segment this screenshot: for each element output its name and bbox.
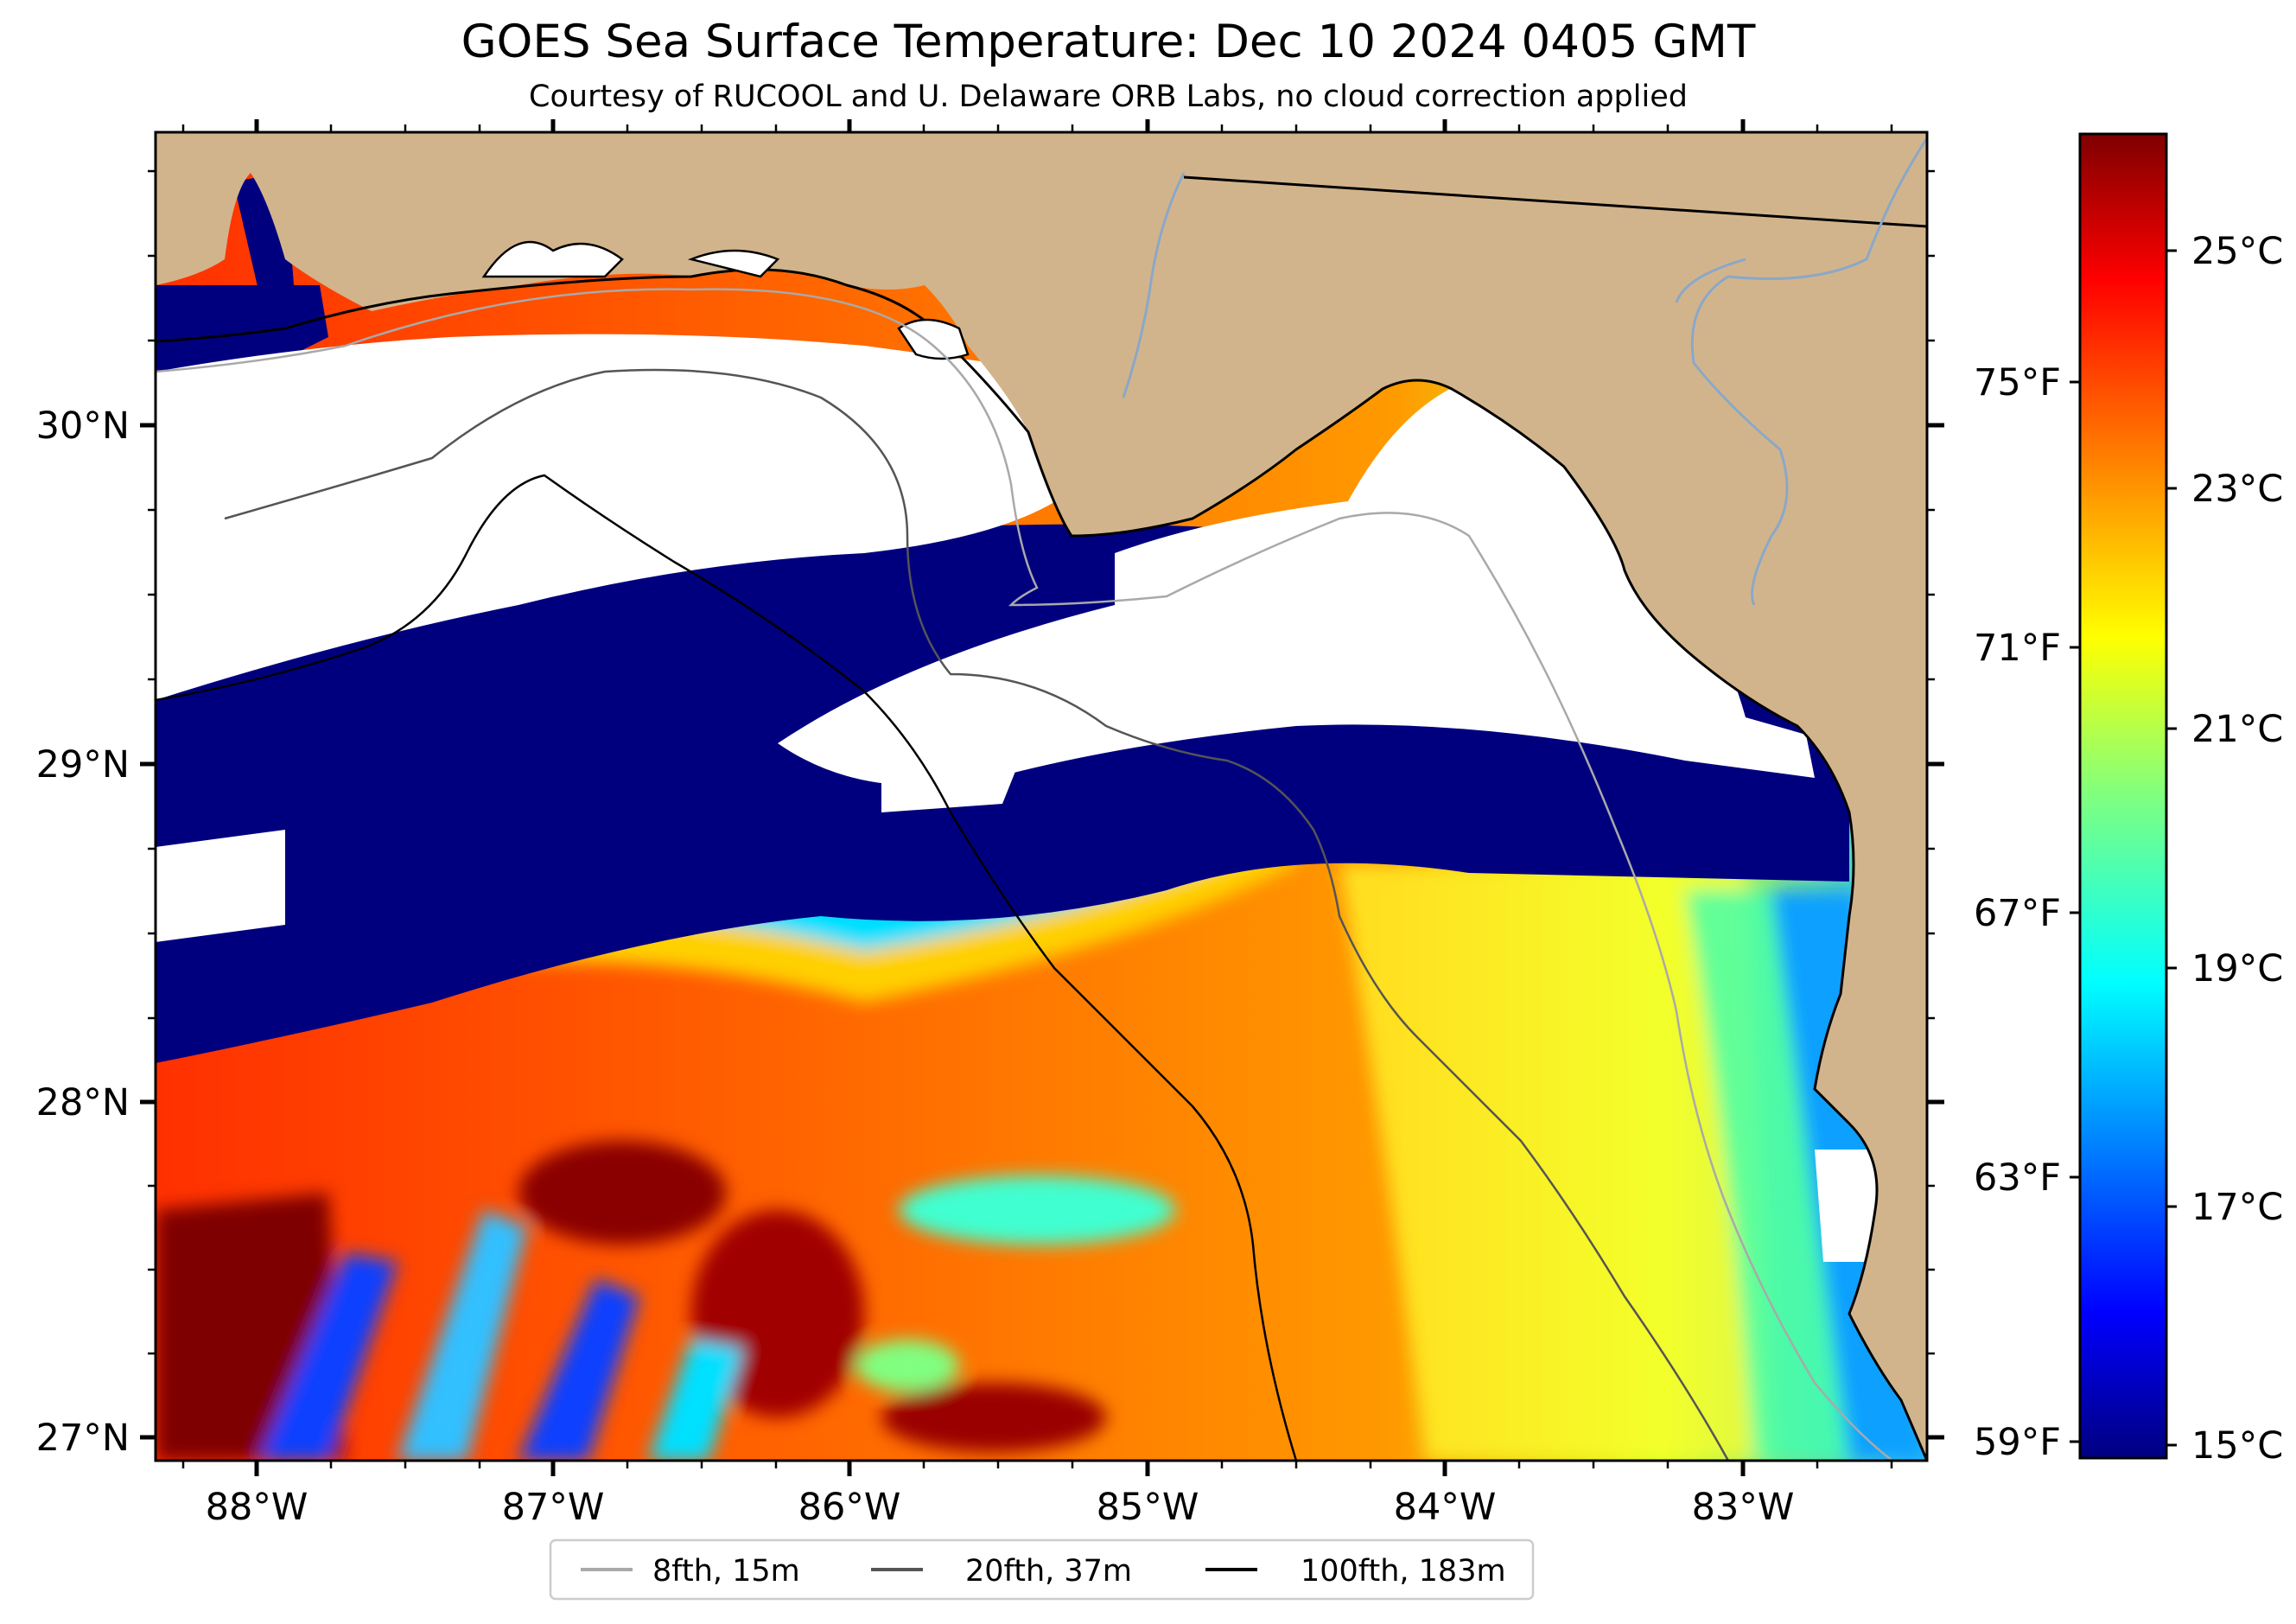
map-frame (154, 131, 1929, 1462)
fahrenheit-ticks (2070, 380, 2080, 1443)
lon-tick-label: 88°W (206, 1486, 308, 1529)
isobath-legend: 8fth, 15m 20fth, 37m 100fth, 183m (549, 1538, 1535, 1601)
fahrenheit-label: 67°F (1974, 892, 2061, 935)
fahrenheit-label: 63°F (1974, 1156, 2061, 1200)
legend-label: 20fth, 37m (965, 1554, 1132, 1589)
fahrenheit-label: 75°F (1974, 361, 2061, 404)
coastline (156, 268, 1927, 1461)
isobath-8fth (156, 288, 1893, 1461)
rivers (1122, 137, 1927, 606)
fahrenheit-label: 59°F (1974, 1421, 2061, 1464)
colorbar-ticks (2166, 249, 2177, 1447)
map-title: GOES Sea Surface Temperature: Dec 10 202… (461, 16, 1756, 68)
land-mass (156, 132, 1927, 1461)
lon-tick-label: 83°W (1692, 1486, 1795, 1529)
lon-tick-label: 85°W (1097, 1486, 1199, 1529)
colorbar-label: 25°C (2191, 230, 2283, 273)
lat-tick-label: 27°N (36, 1417, 130, 1460)
colorbar-label: 17°C (2191, 1186, 2283, 1229)
colorbar-label: 21°C (2191, 708, 2283, 751)
lon-tick-label: 86°W (798, 1486, 901, 1529)
lat-tick-label: 29°N (36, 743, 130, 787)
lat-tick-label: 28°N (36, 1081, 130, 1124)
map-panel (156, 132, 1927, 1461)
state-line (1183, 175, 1927, 228)
map-subtitle: Courtesy of RUCOOL and U. Delaware ORB L… (529, 80, 1688, 114)
lon-tick-label: 87°W (502, 1486, 605, 1529)
major-ticks (140, 119, 1944, 1476)
cloud-mask (156, 334, 1901, 1262)
colorbar-label: 15°C (2191, 1424, 2283, 1468)
lon-tick-label: 84°W (1394, 1486, 1497, 1529)
minor-ticks (148, 124, 1935, 1468)
colorbar-label: 23°C (2191, 468, 2283, 511)
lat-tick-label: 30°N (36, 404, 130, 448)
legend-label: 100fth, 183m (1301, 1554, 1506, 1589)
colorbar-label: 19°C (2191, 947, 2283, 990)
colorbar (2078, 132, 2168, 1460)
legend-label: 8fth, 15m (652, 1554, 800, 1589)
isobath-20fth (224, 368, 1730, 1461)
isobath-100fth (156, 474, 1298, 1461)
fahrenheit-label: 71°F (1974, 627, 2061, 670)
